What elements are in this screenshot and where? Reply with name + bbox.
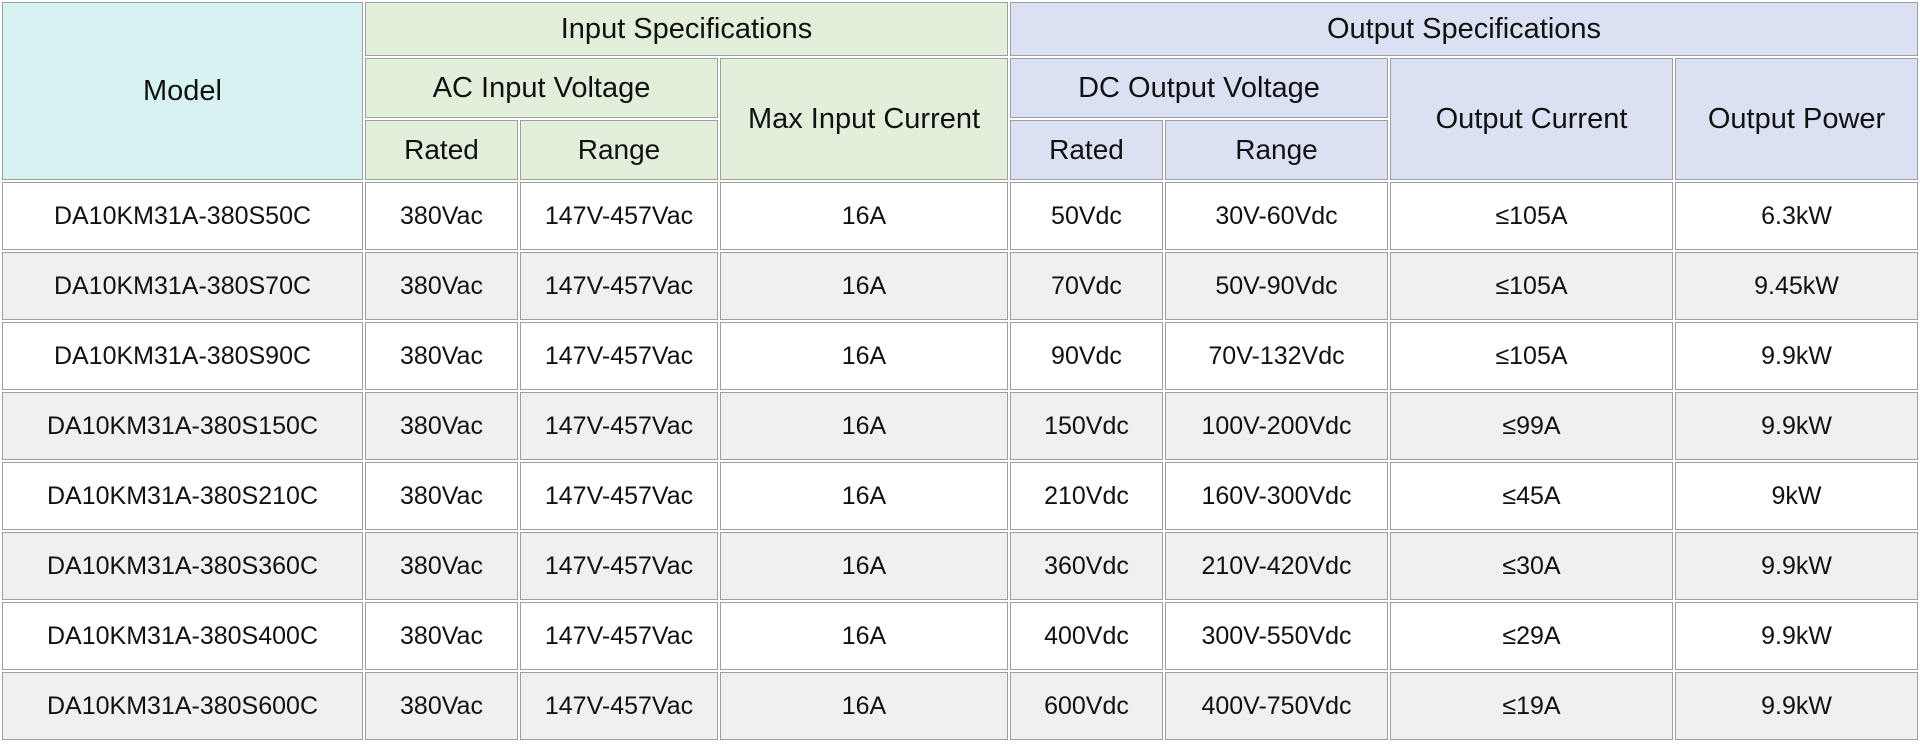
cell-model: DA10KM31A-380S400C [2, 602, 363, 670]
column-header-dc-range: Range [1165, 120, 1388, 180]
cell-dc-rated: 400Vdc [1010, 602, 1163, 670]
cell-max-input-current: 16A [720, 672, 1008, 740]
table-row: DA10KM31A-380S150C 380Vac 147V-457Vac 16… [2, 392, 1919, 460]
cell-dc-range: 210V-420Vdc [1165, 532, 1388, 600]
cell-dc-rated: 360Vdc [1010, 532, 1163, 600]
cell-dc-range: 30V-60Vdc [1165, 182, 1388, 250]
cell-model: DA10KM31A-380S90C [2, 322, 363, 390]
cell-dc-rated: 90Vdc [1010, 322, 1163, 390]
cell-ac-rated: 380Vac [365, 322, 518, 390]
table-row: DA10KM31A-380S90C 380Vac 147V-457Vac 16A… [2, 322, 1919, 390]
cell-ac-rated: 380Vac [365, 252, 518, 320]
cell-output-power: 9kW [1675, 462, 1919, 530]
cell-output-power: 9.9kW [1675, 392, 1919, 460]
table-row: DA10KM31A-380S50C 380Vac 147V-457Vac 16A… [2, 182, 1919, 250]
cell-ac-range: 147V-457Vac [520, 392, 718, 460]
column-header-model: Model [2, 2, 363, 180]
cell-max-input-current: 16A [720, 392, 1008, 460]
cell-model: DA10KM31A-380S360C [2, 532, 363, 600]
cell-dc-range: 300V-550Vdc [1165, 602, 1388, 670]
cell-dc-rated: 70Vdc [1010, 252, 1163, 320]
table-row: DA10KM31A-380S210C 380Vac 147V-457Vac 16… [2, 462, 1919, 530]
cell-ac-range: 147V-457Vac [520, 322, 718, 390]
cell-output-current: ≤105A [1390, 182, 1673, 250]
group-header-output-specifications: Output Specifications [1010, 2, 1919, 56]
column-header-ac-range: Range [520, 120, 718, 180]
cell-output-power: 9.9kW [1675, 672, 1919, 740]
cell-ac-range: 147V-457Vac [520, 182, 718, 250]
cell-ac-rated: 380Vac [365, 462, 518, 530]
cell-output-current: ≤99A [1390, 392, 1673, 460]
cell-ac-rated: 380Vac [365, 182, 518, 250]
cell-ac-range: 147V-457Vac [520, 252, 718, 320]
table-row: DA10KM31A-380S70C 380Vac 147V-457Vac 16A… [2, 252, 1919, 320]
cell-ac-rated: 380Vac [365, 532, 518, 600]
cell-dc-rated: 150Vdc [1010, 392, 1163, 460]
cell-output-current: ≤105A [1390, 252, 1673, 320]
table-row: DA10KM31A-380S360C 380Vac 147V-457Vac 16… [2, 532, 1919, 600]
cell-ac-range: 147V-457Vac [520, 462, 718, 530]
cell-model: DA10KM31A-380S210C [2, 462, 363, 530]
cell-output-current: ≤105A [1390, 322, 1673, 390]
cell-max-input-current: 16A [720, 252, 1008, 320]
cell-ac-rated: 380Vac [365, 672, 518, 740]
cell-dc-rated: 600Vdc [1010, 672, 1163, 740]
column-header-output-power: Output Power [1675, 58, 1919, 180]
cell-model: DA10KM31A-380S600C [2, 672, 363, 740]
column-header-ac-input-voltage: AC Input Voltage [365, 58, 718, 118]
cell-dc-range: 70V-132Vdc [1165, 322, 1388, 390]
cell-max-input-current: 16A [720, 182, 1008, 250]
cell-max-input-current: 16A [720, 322, 1008, 390]
cell-ac-range: 147V-457Vac [520, 672, 718, 740]
cell-dc-rated: 50Vdc [1010, 182, 1163, 250]
cell-max-input-current: 16A [720, 532, 1008, 600]
cell-ac-rated: 380Vac [365, 392, 518, 460]
group-header-input-specifications: Input Specifications [365, 2, 1008, 56]
cell-output-power: 9.9kW [1675, 322, 1919, 390]
table-row: DA10KM31A-380S400C 380Vac 147V-457Vac 16… [2, 602, 1919, 670]
cell-max-input-current: 16A [720, 602, 1008, 670]
cell-dc-rated: 210Vdc [1010, 462, 1163, 530]
cell-dc-range: 160V-300Vdc [1165, 462, 1388, 530]
cell-output-power: 9.45kW [1675, 252, 1919, 320]
cell-output-current: ≤29A [1390, 602, 1673, 670]
column-header-ac-rated: Rated [365, 120, 518, 180]
table-row: DA10KM31A-380S600C 380Vac 147V-457Vac 16… [2, 672, 1919, 740]
cell-output-power: 6.3kW [1675, 182, 1919, 250]
cell-max-input-current: 16A [720, 462, 1008, 530]
cell-dc-range: 100V-200Vdc [1165, 392, 1388, 460]
column-header-max-input-current: Max Input Current [720, 58, 1008, 180]
column-header-output-current: Output Current [1390, 58, 1673, 180]
cell-ac-range: 147V-457Vac [520, 602, 718, 670]
column-header-dc-output-voltage: DC Output Voltage [1010, 58, 1388, 118]
cell-output-power: 9.9kW [1675, 532, 1919, 600]
cell-dc-range: 400V-750Vdc [1165, 672, 1388, 740]
cell-output-current: ≤45A [1390, 462, 1673, 530]
cell-output-current: ≤19A [1390, 672, 1673, 740]
cell-model: DA10KM31A-380S50C [2, 182, 363, 250]
cell-model: DA10KM31A-380S150C [2, 392, 363, 460]
cell-ac-range: 147V-457Vac [520, 532, 718, 600]
column-header-dc-rated: Rated [1010, 120, 1163, 180]
cell-dc-range: 50V-90Vdc [1165, 252, 1388, 320]
cell-model: DA10KM31A-380S70C [2, 252, 363, 320]
cell-output-current: ≤30A [1390, 532, 1673, 600]
cell-ac-rated: 380Vac [365, 602, 518, 670]
cell-output-power: 9.9kW [1675, 602, 1919, 670]
